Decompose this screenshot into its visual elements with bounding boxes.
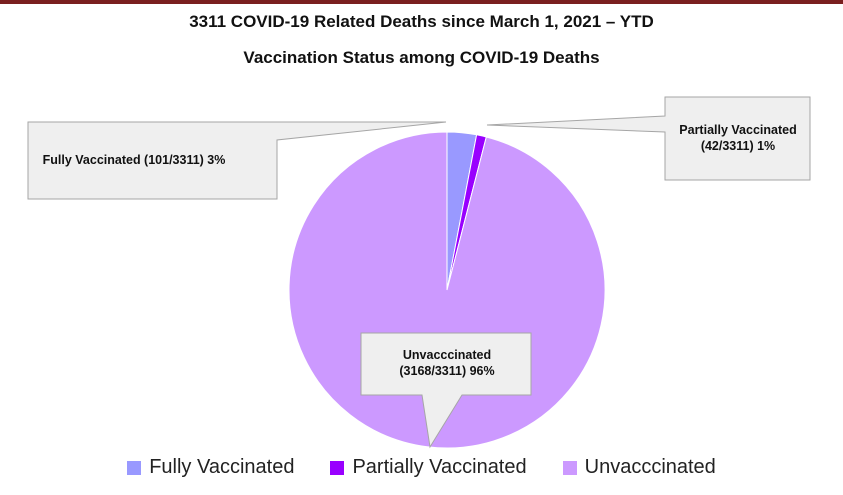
data-label: Fully Vaccinated (101/3311) 3% bbox=[42, 153, 226, 168]
data-label: Unvacccinated (3168/3311) 96% bbox=[399, 348, 495, 378]
legend-item: Unvacccinated bbox=[562, 456, 716, 479]
callout-box bbox=[360, 332, 532, 449]
legend-label: Fully Vaccinated bbox=[149, 456, 295, 478]
callout-box bbox=[486, 96, 811, 181]
chart-title: 3311 COVID-19 Related Deaths since March… bbox=[189, 12, 654, 31]
legend-item: Fully Vaccinated bbox=[127, 456, 294, 479]
callout-box bbox=[27, 121, 447, 200]
chart-subtitle: Vaccination Status among COVID-19 Deaths bbox=[243, 48, 600, 67]
legend-swatch bbox=[330, 460, 345, 475]
legend-swatch bbox=[127, 460, 142, 475]
legend-swatch bbox=[562, 460, 577, 475]
data-label: Partially Vaccinated (42/3311) 1% bbox=[679, 123, 797, 153]
legend-label: Partially Vaccinated bbox=[352, 456, 527, 478]
legend-label: Unvacccinated bbox=[584, 456, 716, 478]
legend-item: Partially Vaccinated bbox=[330, 456, 527, 479]
legend: Fully Vaccinated Partially Vaccinated Unva… bbox=[0, 456, 843, 479]
top-border bbox=[0, 0, 843, 4]
